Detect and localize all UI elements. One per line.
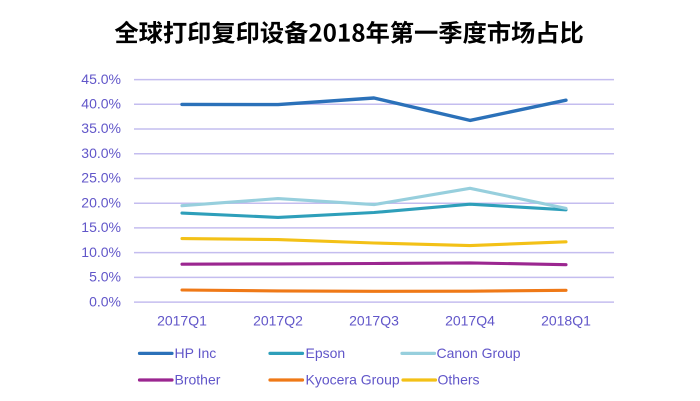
svg-text:25.0%: 25.0% [81, 170, 121, 186]
svg-text:40.0%: 40.0% [81, 96, 121, 112]
svg-text:5.0%: 5.0% [89, 269, 121, 285]
svg-text:Kyocera Group: Kyocera Group [306, 371, 400, 387]
svg-text:2017Q4: 2017Q4 [445, 313, 495, 329]
svg-text:Others: Others [438, 371, 480, 387]
svg-text:Canon Group: Canon Group [437, 345, 521, 361]
svg-text:45.0%: 45.0% [81, 71, 121, 87]
svg-text:2018Q1: 2018Q1 [541, 313, 591, 329]
svg-text:Brother: Brother [175, 371, 221, 387]
svg-text:Epson: Epson [306, 345, 346, 361]
svg-text:35.0%: 35.0% [81, 120, 121, 136]
svg-text:30.0%: 30.0% [81, 145, 121, 161]
svg-text:2017Q3: 2017Q3 [349, 313, 399, 329]
svg-text:20.0%: 20.0% [81, 194, 121, 210]
svg-text:15.0%: 15.0% [81, 219, 121, 235]
svg-text:2017Q1: 2017Q1 [157, 313, 207, 329]
svg-text:10.0%: 10.0% [81, 244, 121, 260]
svg-text:HP Inc: HP Inc [175, 345, 217, 361]
svg-text:0.0%: 0.0% [89, 293, 121, 309]
svg-text:2017Q2: 2017Q2 [253, 313, 303, 329]
